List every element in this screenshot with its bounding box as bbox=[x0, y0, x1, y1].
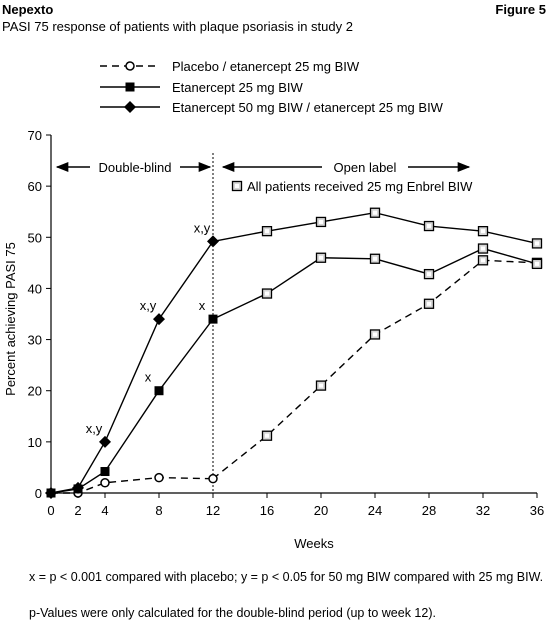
period-label-double-blind: Double-blind bbox=[99, 160, 172, 175]
series-line-3 bbox=[212, 259, 538, 480]
x-tick-label-2: 2 bbox=[74, 503, 81, 518]
x-tick-label-36: 36 bbox=[530, 503, 544, 518]
series-1-point-2 bbox=[100, 467, 110, 477]
figure-label: Figure 5 bbox=[495, 2, 546, 17]
annotation-4: x,y bbox=[194, 220, 211, 235]
y-tick-label-70: 70 bbox=[28, 128, 42, 143]
y-axis-label: Percent achieving PASI 75 bbox=[3, 242, 18, 396]
annotation-3: x bbox=[199, 298, 206, 313]
y-tick-label-40: 40 bbox=[28, 281, 42, 296]
y-tick-label-20: 20 bbox=[28, 384, 42, 399]
x-tick-label-0: 0 bbox=[47, 503, 54, 518]
legend-label-0: Placebo / etanercept 25 mg BIW bbox=[172, 59, 360, 74]
annotation-2: x,y bbox=[140, 298, 157, 313]
series-0-point-2 bbox=[100, 478, 110, 488]
brand-label: Nepexto bbox=[2, 2, 54, 17]
legend-marker-0 bbox=[125, 61, 135, 71]
x-tick-label-12: 12 bbox=[206, 503, 220, 518]
series-2-point-0 bbox=[45, 487, 57, 499]
footnote-pvalues: p-Values were only calculated for the do… bbox=[29, 606, 436, 620]
series-line-0 bbox=[51, 476, 214, 494]
series-1-point-4 bbox=[208, 314, 218, 324]
series-line-2 bbox=[50, 240, 214, 494]
series-1-point-3 bbox=[154, 386, 164, 396]
x-tick-label-4: 4 bbox=[101, 503, 108, 518]
x-axis-label: Weeks bbox=[294, 536, 334, 551]
series-line-1 bbox=[50, 318, 214, 494]
x-tick-label-32: 32 bbox=[476, 503, 490, 518]
legend-marker-1 bbox=[125, 82, 135, 92]
series-2-point-2 bbox=[99, 435, 111, 448]
series-0-point-4 bbox=[208, 473, 218, 484]
chart-title: PASI 75 response of patients with plaque… bbox=[2, 19, 353, 34]
series-2-point-1 bbox=[72, 481, 84, 494]
y-tick-label-60: 60 bbox=[28, 179, 42, 194]
annotation-1: x bbox=[145, 370, 152, 385]
footnote-significance: x = p < 0.001 compared with placebo; y =… bbox=[29, 570, 544, 584]
x-tick-label-20: 20 bbox=[314, 503, 328, 518]
y-tick-label-30: 30 bbox=[28, 333, 42, 348]
open-label-legend-text: All patients received 25 mg Enbrel BIW bbox=[247, 179, 473, 194]
x-tick-label-24: 24 bbox=[368, 503, 382, 518]
series-0-point-3 bbox=[154, 472, 164, 483]
x-tick-label-16: 16 bbox=[260, 503, 274, 518]
y-tick-label-10: 10 bbox=[28, 435, 42, 450]
y-tick-label-0: 0 bbox=[35, 486, 42, 501]
x-tick-label-8: 8 bbox=[155, 503, 162, 518]
y-tick-label-50: 50 bbox=[28, 230, 42, 245]
legend-label-1: Etanercept 25 mg BIW bbox=[172, 80, 304, 95]
series-2-point-4 bbox=[207, 235, 219, 248]
series-2-point-3 bbox=[153, 313, 165, 326]
annotation-0: x,y bbox=[86, 421, 103, 436]
period-label-open-label: Open label bbox=[334, 160, 397, 175]
x-tick-label-28: 28 bbox=[422, 503, 436, 518]
legend-label-2: Etanercept 50 mg BIW / etanercept 25 mg … bbox=[172, 100, 444, 115]
legend-marker-2 bbox=[124, 101, 136, 113]
